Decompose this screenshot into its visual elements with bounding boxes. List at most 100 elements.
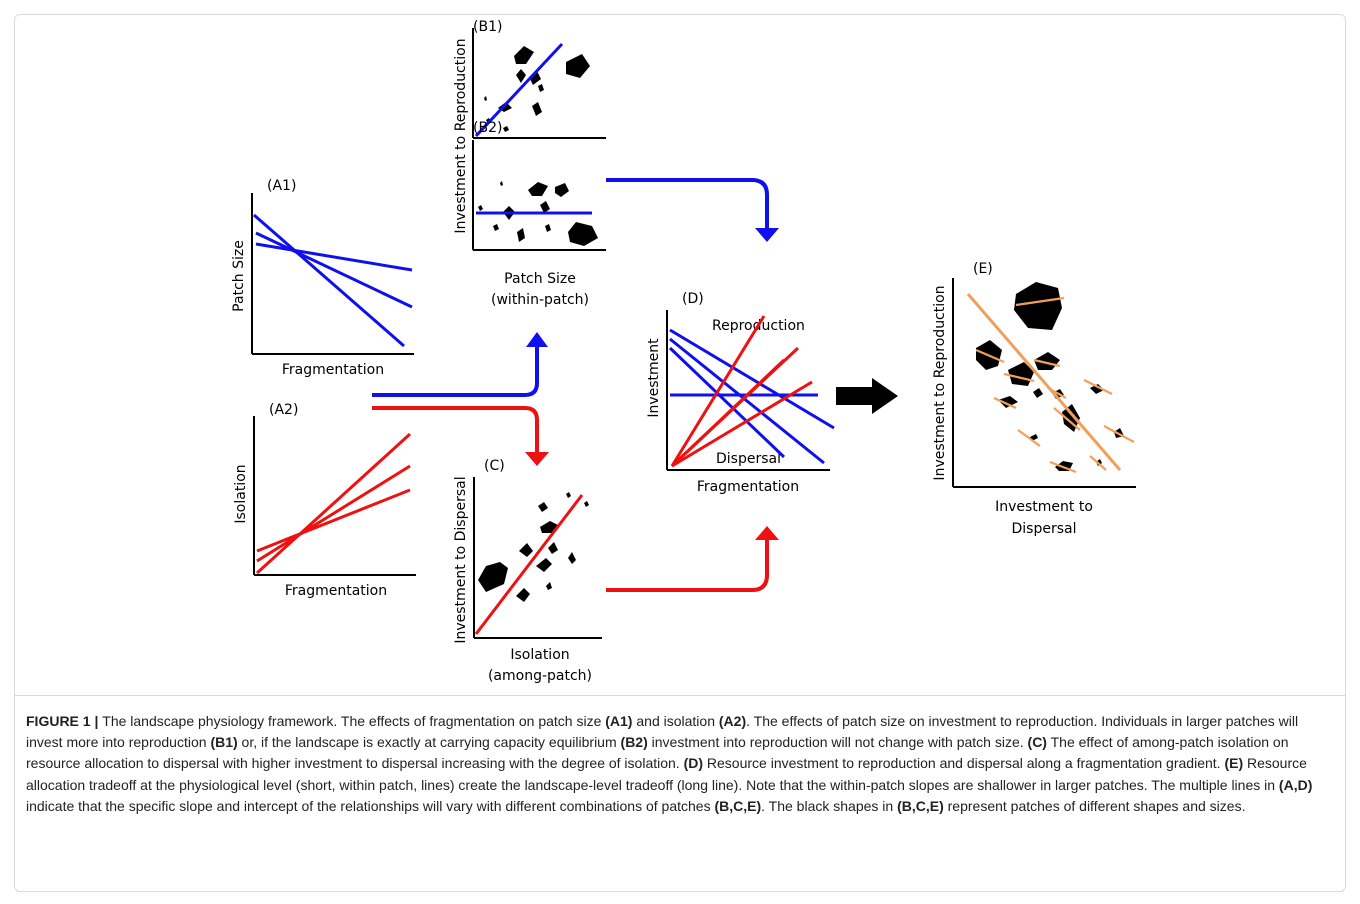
a1-y-label: Patch Size — [231, 240, 247, 312]
c-patch — [519, 543, 533, 557]
panel-c-label: (C) — [484, 458, 505, 474]
caption-bold-segment: (A2) — [718, 713, 747, 729]
a2-lines — [255, 432, 412, 575]
caption-text-segment: represent patches of different shapes an… — [943, 797, 1246, 814]
d-x-label: Fragmentation — [697, 479, 799, 495]
c-patch — [478, 562, 508, 592]
e-short-line — [993, 396, 1017, 410]
caption-text-segment: . The effects of patch size on investmen… — [26, 713, 1299, 751]
panel-d-label: (D) — [682, 291, 704, 307]
caption-text-segment: or, if the landscape is exactly at carry… — [237, 734, 621, 751]
panel-a1: (A1) Patch Size Fragmentation — [231, 178, 414, 378]
b2-patch — [545, 224, 551, 232]
e-x-label-2: Dispersal — [1012, 521, 1077, 537]
d-red-line — [670, 315, 766, 467]
b2-patch — [478, 205, 483, 211]
d-blue-line — [669, 328, 835, 430]
e-short-line — [1083, 379, 1113, 395]
c-y-label: Investment to Dispersal — [453, 476, 469, 643]
panel-e-label: (E) — [973, 261, 993, 277]
arrow-a-to-b — [372, 345, 539, 397]
c-patch — [568, 552, 576, 564]
c-patch — [516, 588, 530, 602]
e-y-label: Investment to Reproduction — [932, 285, 948, 480]
caption-bold-segment: (E) — [1224, 755, 1244, 772]
caption-bold-segment: (C) — [1027, 734, 1047, 751]
b2-patch — [528, 182, 548, 196]
panel-a2: (A2) Isolation Fragmentation — [233, 402, 416, 599]
a1-x-label: Fragmentation — [282, 362, 384, 378]
b1-patch — [516, 69, 526, 83]
e-within-patch-lines — [975, 296, 1135, 474]
a2-line-steep — [255, 432, 412, 575]
arrow-a-to-c — [372, 406, 539, 452]
panel-b1-label: (B1) — [473, 19, 502, 35]
arrow-b-to-d-head — [755, 228, 779, 242]
b1-patch — [514, 46, 534, 64]
panel-b: Investment to Reproduction (B1) (B2) — [453, 19, 606, 308]
e-short-line — [1053, 407, 1081, 431]
e-patch — [1014, 282, 1062, 330]
panel-d: (D) Investment Reproduction Dispersal Fr… — [646, 291, 835, 495]
b2-patches — [478, 181, 598, 246]
a2-line-mid — [256, 464, 411, 563]
d-red-line — [670, 358, 786, 468]
panel-a2-label: (A2) — [269, 402, 298, 418]
c-patch — [538, 502, 548, 512]
c-patch — [584, 501, 589, 507]
d-blue-line — [668, 346, 786, 459]
b1-patch — [529, 71, 541, 85]
caption-text-segment: The landscape physiology framework. The … — [102, 713, 606, 729]
b2-patch — [517, 228, 525, 242]
c-x-label-1: Isolation — [510, 647, 569, 663]
e-x-label-1: Investment to — [995, 499, 1093, 515]
figure-frame — [14, 14, 1346, 892]
arrow-c-to-d — [606, 540, 769, 592]
a1-line-steep — [253, 213, 405, 348]
caption-text-segment: Resource investment to reproduction and … — [703, 755, 1225, 772]
arrow-a-to-c-head — [525, 452, 549, 466]
e-short-line — [1089, 455, 1107, 471]
caption-bold-segment: FIGURE 1 | — [26, 713, 103, 729]
b2-patch — [493, 224, 499, 231]
arrow-c-to-d-head — [755, 526, 779, 540]
caption-text-segment: The effect of among-patch isolation on r… — [26, 734, 1289, 772]
d-red-line — [671, 380, 813, 468]
caption-bold-segment: (A,D) — [1278, 776, 1313, 793]
e-short-line — [1049, 460, 1077, 474]
caption-bold-segment: (D) — [683, 755, 704, 772]
connector-arrows — [372, 178, 898, 592]
c-line — [474, 494, 584, 635]
e-short-line — [1017, 429, 1041, 447]
b2-patch — [568, 222, 598, 246]
e-patch — [1033, 388, 1043, 398]
b2-patch — [540, 201, 550, 213]
caption-bold-segment: (B1) — [210, 734, 238, 751]
b1-patch — [532, 102, 542, 116]
b-x-label-1: Patch Size — [504, 271, 576, 287]
d-reproduction-lines — [668, 328, 835, 465]
panel-b2-label: (B2) — [473, 120, 502, 136]
arrow-b-to-d — [606, 178, 769, 228]
e-patches — [976, 282, 1124, 471]
arrow-d-to-e — [836, 378, 898, 414]
e-short-line — [1047, 387, 1067, 399]
d-dispersal-lines — [670, 315, 813, 468]
caption-text-segment: and isolation — [632, 713, 719, 729]
panel-e: (E) Investment to Reproduction — [932, 261, 1136, 537]
figure-graphic: (A1) Patch Size Fragmentation (A2) Isola… — [231, 19, 1136, 684]
caption-bold-segment: (A1) — [605, 713, 633, 729]
caption-divider — [14, 695, 1346, 696]
c-patch — [548, 542, 558, 554]
b1-line — [474, 42, 564, 138]
a1-line-shallow — [255, 242, 413, 272]
panel-a1-label: (A1) — [267, 178, 296, 194]
arrow-a-to-b-head — [526, 332, 548, 347]
caption-bold-segment: (B,C,E) — [714, 797, 762, 814]
a1-lines — [253, 213, 413, 348]
e-short-line — [1033, 358, 1061, 368]
c-patch — [566, 492, 571, 498]
b1-patch — [566, 54, 590, 78]
c-x-label-2: (among-patch) — [488, 668, 592, 684]
b-y-label: Investment to Reproduction — [453, 38, 469, 233]
